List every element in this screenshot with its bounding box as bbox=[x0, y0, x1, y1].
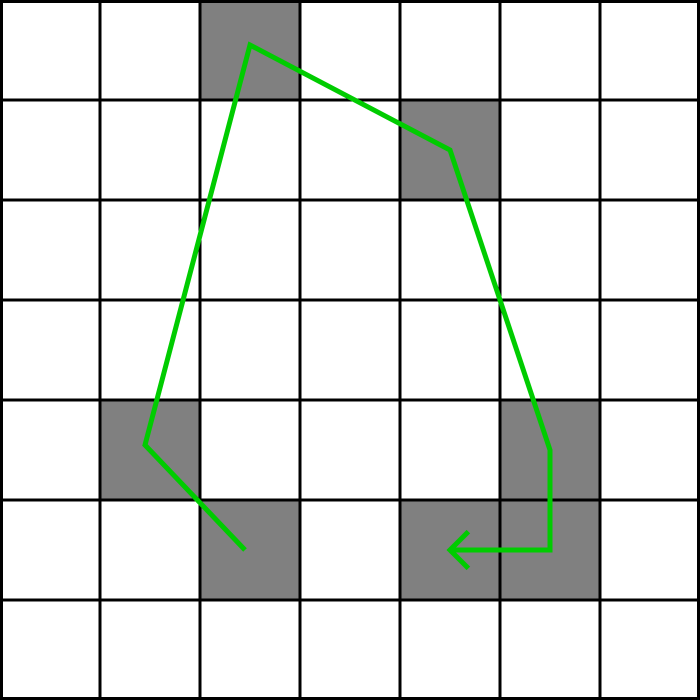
grid-cell-1-5[interactable] bbox=[500, 100, 600, 200]
grid-cell-6-0[interactable] bbox=[0, 600, 100, 700]
grid-cell-0-5[interactable] bbox=[500, 0, 600, 100]
grid-cell-2-5[interactable] bbox=[500, 200, 600, 300]
grid-cell-3-3[interactable] bbox=[300, 300, 400, 400]
grid-cell-0-1[interactable] bbox=[100, 0, 200, 100]
arrowhead-icon bbox=[446, 529, 471, 571]
grid-cell-5-3[interactable] bbox=[300, 500, 400, 600]
grid-cell-0-3[interactable] bbox=[300, 0, 400, 100]
grid-cell-2-0[interactable] bbox=[0, 200, 100, 300]
grid-cell-2-3[interactable] bbox=[300, 200, 400, 300]
grid-cell-0-4[interactable] bbox=[400, 0, 500, 100]
grid-cell-4-4[interactable] bbox=[400, 400, 500, 500]
grid-cell-0-6[interactable] bbox=[600, 0, 700, 100]
grid-cell-4-0[interactable] bbox=[0, 400, 100, 500]
grid-cell-3-6[interactable] bbox=[600, 300, 700, 400]
path-line bbox=[142, 41, 553, 553]
grid-cell-1-2[interactable] bbox=[200, 100, 300, 200]
grid-cell-5-0[interactable] bbox=[0, 500, 100, 600]
grid-cell-6-1[interactable] bbox=[100, 600, 200, 700]
grid-cell-3-1[interactable] bbox=[100, 300, 200, 400]
grid-cell-5-1[interactable] bbox=[100, 500, 200, 600]
grid-cell-6-5[interactable] bbox=[500, 600, 600, 700]
grid-cell-4-2[interactable] bbox=[200, 400, 300, 500]
grid-cell-1-6[interactable] bbox=[600, 100, 700, 200]
grid-cell-6-4[interactable] bbox=[400, 600, 500, 700]
grid-cell-6-6[interactable] bbox=[600, 600, 700, 700]
grid-cell-4-3[interactable] bbox=[300, 400, 400, 500]
grid-cell-2-1[interactable] bbox=[100, 200, 200, 300]
grid-cell-6-2[interactable] bbox=[200, 600, 300, 700]
grid-cell-3-0[interactable] bbox=[0, 300, 100, 400]
grid-cell-5-6[interactable] bbox=[600, 500, 700, 600]
grid-cell-3-2[interactable] bbox=[200, 300, 300, 400]
grid-cell-1-0[interactable] bbox=[0, 100, 100, 200]
grid-cell-3-4[interactable] bbox=[400, 300, 500, 400]
grid-cell-1-1[interactable] bbox=[100, 100, 200, 200]
path-layer bbox=[142, 41, 553, 571]
grid-cell-4-6[interactable] bbox=[600, 400, 700, 500]
grid-cell-0-0[interactable] bbox=[0, 0, 100, 100]
grid-cell-2-2[interactable] bbox=[200, 200, 300, 300]
grid-cell-2-6[interactable] bbox=[600, 200, 700, 300]
grid-cell-6-3[interactable] bbox=[300, 600, 400, 700]
